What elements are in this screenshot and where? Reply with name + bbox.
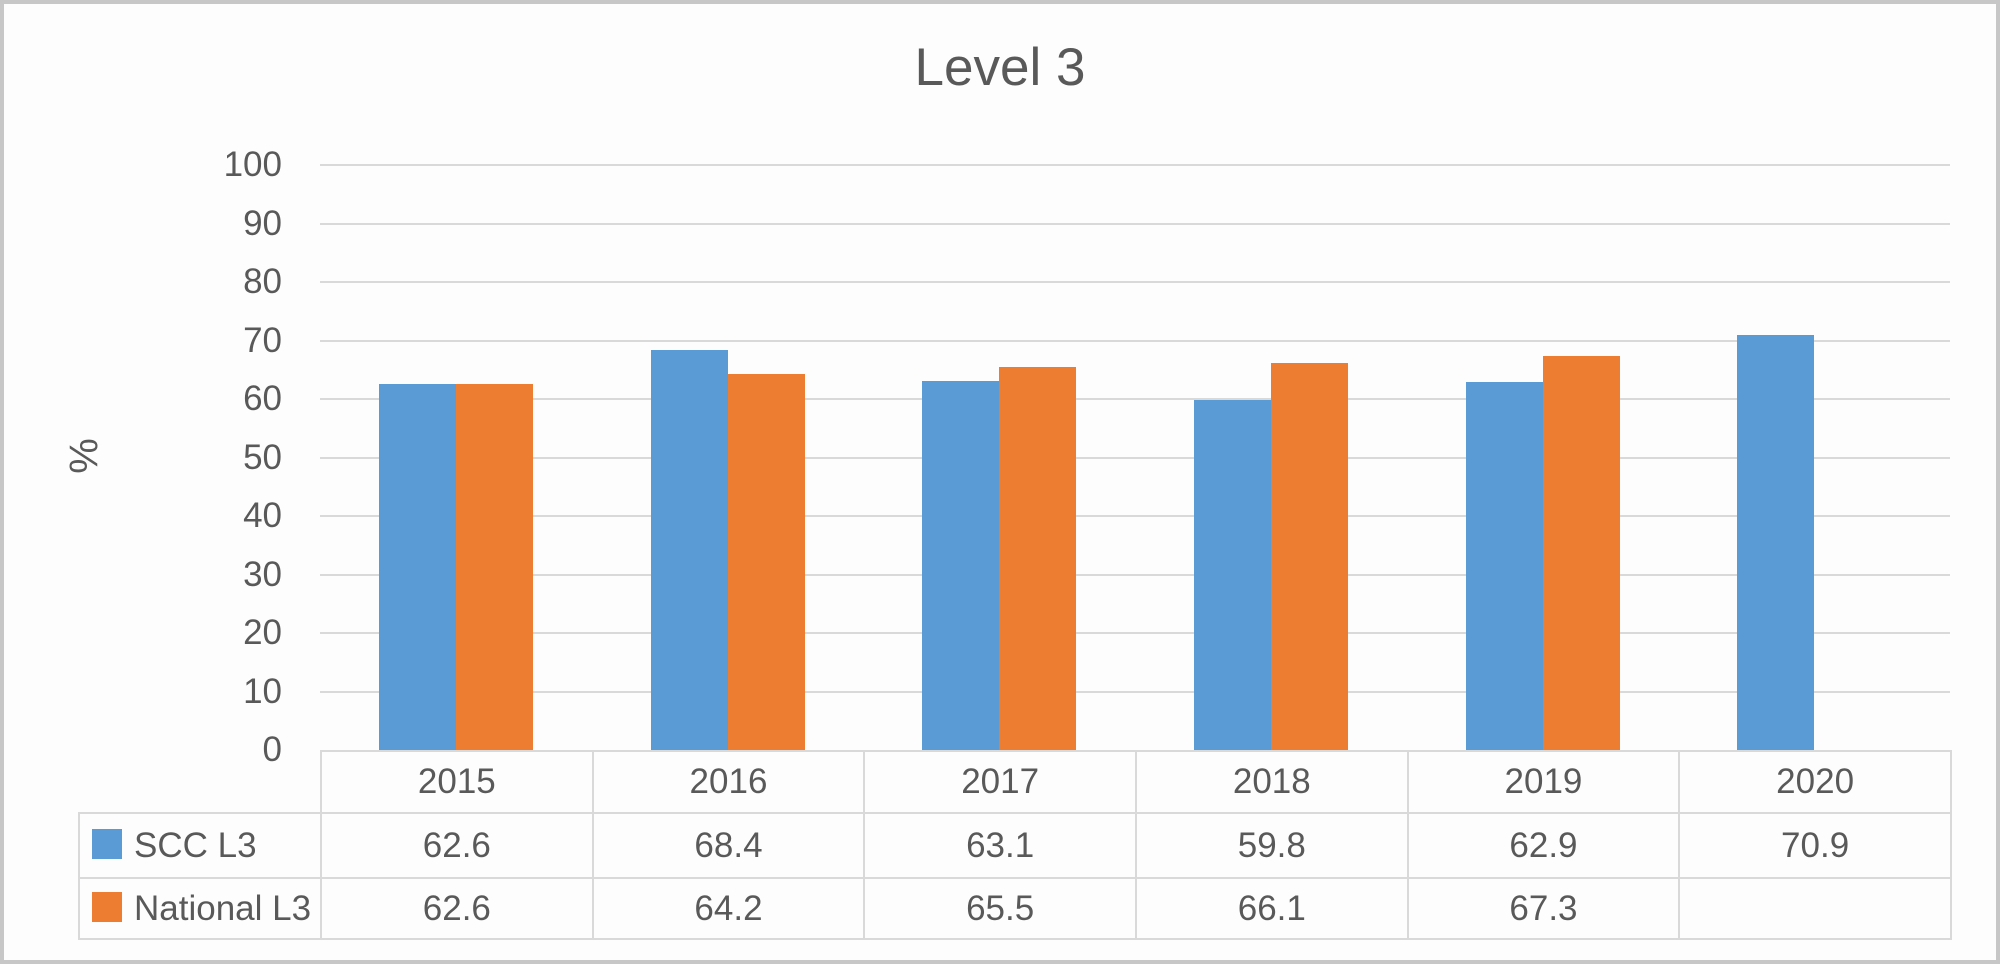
- bar-national-l3-2019: [1542, 356, 1620, 750]
- bar-scc-l3-2019: [1465, 382, 1543, 750]
- y-tick-label-30: 30: [243, 554, 282, 594]
- gridline-60: [320, 398, 1950, 400]
- table-value-national-l3-2017: 65.5: [863, 877, 1137, 940]
- table-row-scc-l3: SCC L3 62.6 68.4 63.1 59.8 62.9 70.9: [78, 812, 1952, 879]
- gridline-40: [320, 515, 1950, 517]
- chart-title: Level 3: [914, 38, 1086, 97]
- bar-scc-l3-2018: [1193, 400, 1271, 750]
- table-value-scc-l3-2018: 59.8: [1134, 812, 1409, 879]
- table-header-2018: 2018: [1134, 750, 1409, 814]
- y-tick-label-20: 20: [243, 613, 282, 652]
- table-header-2017: 2017: [863, 750, 1137, 814]
- table-value-national-l3-2018: 66.1: [1134, 877, 1409, 940]
- bar-national-l3-2017: [999, 366, 1077, 750]
- table-value-scc-l3-2020: 70.9: [1678, 812, 1952, 879]
- legend-cell-scc-l3: SCC L3: [78, 812, 322, 879]
- legend-swatch-scc-l3: [92, 829, 122, 860]
- bar-scc-l3-2017: [922, 380, 1000, 750]
- legend-label-scc-l3: SCC L3: [134, 825, 257, 865]
- bar-national-l3-2015: [455, 383, 533, 750]
- table-row-national-l3: National L3 62.6 64.2 65.5 66.1 67.3: [78, 877, 1952, 940]
- y-tick-label-60: 60: [243, 379, 282, 418]
- data-table-legend: 2015 2016 2017 2018 2019 2020 SCC L3 62.6 68.4 63…: [78, 750, 1952, 940]
- table-value-scc-l3-2016: 68.4: [591, 812, 866, 879]
- legend-swatch-national-l3: [92, 892, 122, 923]
- table-value-national-l3-2020: [1678, 877, 1952, 940]
- gridline-10: [320, 690, 1950, 693]
- bar-scc-l3-2015: [378, 383, 456, 750]
- table-header-2016: 2016: [591, 750, 866, 814]
- y-tick-label-70: 70: [243, 320, 282, 360]
- table-header-2020: 2020: [1678, 750, 1952, 814]
- table-value-national-l3-2019: 67.3: [1406, 877, 1681, 940]
- table-value-national-l3-2015: 62.6: [320, 877, 594, 940]
- y-tick-label-90: 90: [243, 203, 282, 243]
- table-header-2015: 2015: [320, 750, 594, 814]
- table-value-scc-l3-2017: 63.1: [863, 812, 1137, 879]
- bar-scc-l3-2020: [1737, 335, 1815, 750]
- y-tick-label-80: 80: [243, 262, 282, 301]
- table-value-scc-l3-2019: 62.9: [1406, 812, 1681, 879]
- y-tick-label-40: 40: [243, 496, 282, 535]
- y-tick-label-50: 50: [243, 437, 282, 477]
- table-header-2019: 2019: [1406, 750, 1681, 814]
- gridline-30: [320, 573, 1950, 576]
- bar-scc-l3-2016: [650, 349, 728, 750]
- legend-label-national-l3: National L3: [134, 888, 312, 928]
- table-value-national-l3-2016: 64.2: [591, 877, 866, 940]
- gridline-80: [320, 281, 1950, 283]
- legend-cell-national-l3: National L3: [78, 877, 322, 940]
- gridline-20: [320, 632, 1950, 634]
- gridline-70: [320, 339, 1950, 342]
- bar-national-l3-2018: [1270, 363, 1348, 750]
- y-tick-label-10: 10: [243, 671, 282, 711]
- plot-area: [320, 164, 1950, 750]
- gridline-90: [320, 222, 1950, 225]
- table-blank-cell: [79, 751, 321, 813]
- table-value-scc-l3-2015: 62.6: [320, 812, 594, 879]
- bar-national-l3-2016: [727, 374, 805, 750]
- gridline-50: [320, 456, 1950, 459]
- y-tick-label-0: 0: [262, 730, 282, 769]
- y-tick-label-100: 100: [223, 145, 282, 184]
- table-header-row: 2015 2016 2017 2018 2019 2020: [79, 750, 1952, 814]
- gridline-100: [320, 164, 1950, 166]
